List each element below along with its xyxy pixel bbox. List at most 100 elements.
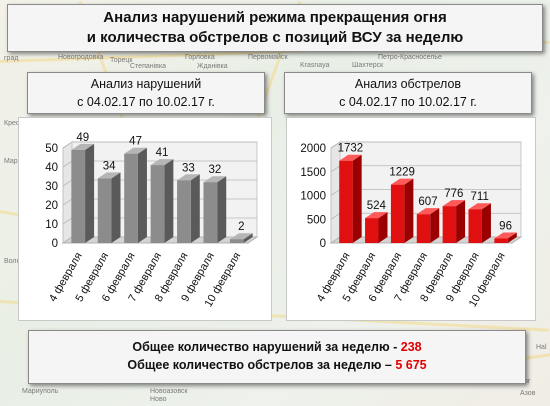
y-tick-label: 0	[320, 238, 326, 250]
shellings-heading-line2: с 04.02.17 по 10.02.17 г.	[339, 95, 477, 109]
total-shellings-label: Общее количество обстрелов за неделю –	[127, 358, 396, 372]
y-tick-label: 1500	[300, 167, 326, 179]
bar	[339, 154, 362, 243]
violations-heading-box: Анализ нарушений с 04.02.17 по 10.02.17 …	[27, 72, 265, 114]
bar-value-label: 41	[156, 147, 169, 159]
bar-value-label: 776	[444, 188, 463, 200]
bar-value-label: 96	[499, 220, 512, 232]
bar-front	[416, 214, 431, 243]
bar-side	[352, 154, 362, 243]
bar-front	[124, 153, 138, 243]
page-title-box: Анализ нарушений режима прекращения огня…	[7, 4, 543, 52]
bar-top	[365, 212, 388, 219]
bar-front	[365, 218, 379, 243]
bar-value-label: 32	[208, 164, 221, 176]
bar-side	[111, 172, 121, 243]
bar-value-label: 524	[367, 200, 387, 212]
total-violations-value: 238	[400, 340, 422, 354]
bar	[416, 208, 440, 243]
violations-heading-line1: Анализ нарушений	[90, 77, 202, 91]
y-tick-label: 500	[307, 214, 326, 226]
map-place-label: Степанівка	[130, 63, 167, 70]
y-tick-label: 1000	[300, 191, 326, 203]
y-tick-label: 10	[45, 219, 58, 231]
bar-front	[229, 239, 244, 243]
bar-side	[404, 178, 414, 243]
bar-value-label: 33	[182, 162, 195, 174]
totals-box: Общее количество нарушений за неделю - 2…	[28, 330, 526, 384]
bar-front	[150, 165, 165, 243]
bar-top	[339, 154, 362, 161]
bar-value-label: 607	[418, 196, 437, 208]
shellings-heading-box: Анализ обстрелов с 04.02.17 по 10.02.17 …	[284, 72, 532, 114]
bar-side	[85, 143, 95, 243]
bar	[177, 174, 200, 243]
bar-top	[71, 143, 95, 150]
total-violations-row: Общее количество нарушений за неделю - 2…	[29, 338, 525, 356]
y-tick-label: 50	[45, 143, 58, 155]
bar	[390, 178, 414, 243]
bar	[494, 232, 517, 243]
bar-top	[468, 203, 491, 210]
total-shellings-value: 5 675	[395, 358, 427, 372]
shellings-chart: 0 500 1000 1500 2000 1732 4 февраля 524 5 феврал…	[286, 117, 536, 321]
bar-front	[71, 149, 86, 243]
y-tick-label: 30	[45, 181, 58, 193]
bar-value-label: 2	[238, 221, 244, 233]
bar	[97, 172, 121, 243]
bar-top	[97, 172, 121, 179]
bar-value-label: 47	[129, 136, 142, 148]
bar-side	[378, 212, 388, 243]
bar-top	[442, 200, 466, 207]
bar-front	[177, 180, 191, 243]
y-tick-label: 2000	[300, 143, 326, 155]
map-place-label: Krasnaya	[300, 62, 330, 69]
bar-side	[137, 147, 147, 243]
bar-front	[97, 178, 112, 243]
bar-top	[177, 174, 200, 181]
map-place-label: Мариуполь	[22, 388, 59, 395]
bar-side	[481, 203, 491, 243]
map-place-label: Петро-Красноселье	[378, 54, 442, 61]
bar	[71, 143, 95, 243]
map-place-label: Hal	[536, 344, 547, 351]
map-place-label: Азов	[520, 390, 536, 397]
bar-front	[203, 182, 218, 243]
map-place-label: Новоазовск	[150, 388, 188, 395]
bar-side	[456, 200, 466, 243]
bar-top	[150, 159, 174, 166]
map-place-label: Горловка	[185, 54, 215, 61]
bar	[442, 200, 466, 243]
bar-side	[217, 176, 227, 243]
chart-side-wall	[62, 141, 73, 244]
map-place-label: Новогродовка	[58, 54, 104, 61]
gridline	[330, 141, 521, 149]
bar	[203, 176, 227, 243]
page-title-line2: и количества обстрелов с позиций ВСУ за …	[86, 29, 464, 46]
bar-top	[390, 178, 414, 185]
bar-side	[507, 232, 517, 243]
violations-heading-line2: с 04.02.17 по 10.02.17 г.	[77, 95, 215, 109]
bar	[365, 212, 388, 243]
bar-side	[190, 174, 200, 243]
bar-top	[229, 233, 253, 240]
page-title-line1: Анализ нарушений режима прекращения огня	[103, 9, 447, 26]
bar-top	[416, 208, 440, 215]
bar-top	[124, 147, 147, 154]
bar-side	[243, 233, 253, 243]
y-tick-label: 40	[45, 162, 58, 174]
map-place-label: Марь	[4, 158, 22, 165]
bar-value-label: 1229	[389, 167, 415, 179]
bar-value-label: 711	[471, 191, 489, 203]
shellings-heading-line1: Анализ обстрелов	[354, 77, 462, 91]
bar-top	[203, 176, 227, 183]
map-place-label: Первомайск	[248, 54, 288, 61]
bar	[468, 203, 491, 243]
y-tick-label: 0	[52, 238, 58, 250]
gridline	[62, 141, 257, 149]
bar-front	[468, 209, 482, 243]
bar-value-label: 34	[103, 160, 116, 172]
map-place-label: град	[4, 55, 19, 62]
